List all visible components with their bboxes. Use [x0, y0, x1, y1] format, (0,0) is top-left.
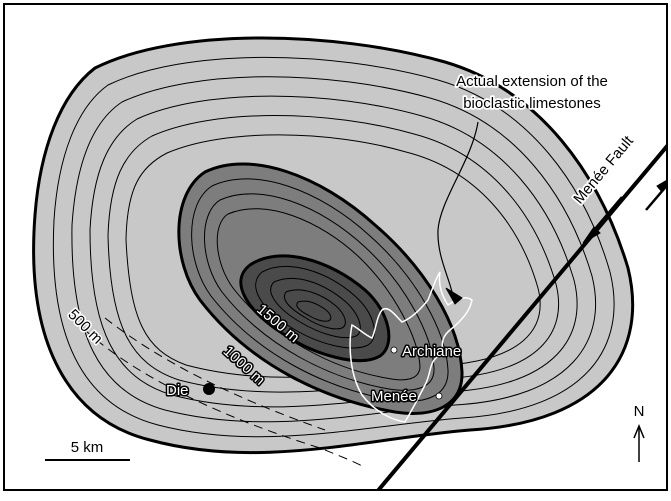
annotation-line-2: bioclastic limestones: [463, 95, 601, 112]
place-label-die: Die: [166, 382, 189, 399]
scale-label: 5 km: [71, 439, 104, 456]
contour-dashed-inner: [104, 317, 326, 431]
inner-zone: [239, 254, 391, 363]
fault-arrow-upper: [645, 180, 666, 211]
place-label-archiane: Archiane: [402, 343, 461, 360]
inner-contours: [255, 265, 375, 349]
menee-marker: [435, 392, 443, 400]
north-label: N: [634, 403, 645, 420]
fault-arrow-lower: [582, 196, 623, 244]
north-arrow-icon: [633, 424, 645, 462]
die-marker: [203, 383, 215, 395]
annotation-line-1: Actual extension of the: [456, 73, 608, 90]
annotation-arrowhead: [445, 287, 463, 305]
menee-fault-line: [376, 144, 666, 489]
annotation-leader-line: [437, 121, 479, 293]
archiane-marker: [390, 346, 398, 354]
contour-500m-dashed: [84, 329, 363, 467]
place-label-menee: Menée: [371, 388, 417, 405]
